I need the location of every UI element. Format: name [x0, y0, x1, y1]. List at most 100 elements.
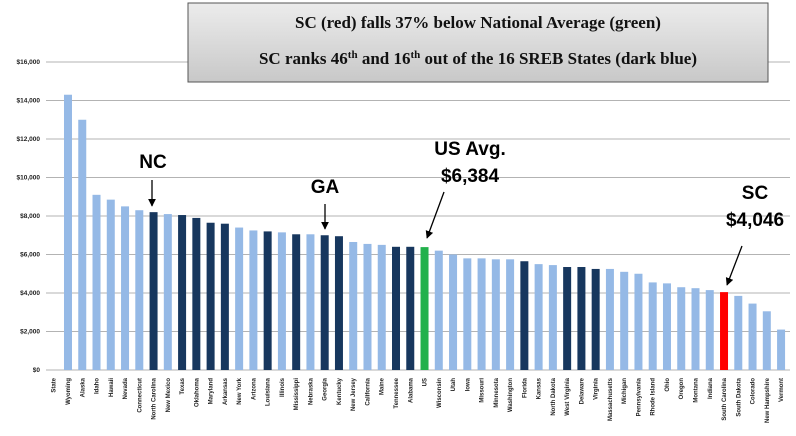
y-tick-label: $2,000: [20, 329, 40, 336]
x-tick-label: Washington: [508, 378, 514, 412]
x-tick-label: New York: [237, 377, 243, 404]
x-tick-label: New Hampshire: [765, 377, 771, 423]
y-tick-label: $4,000: [20, 290, 40, 297]
bar: [92, 194, 101, 370]
x-tick-label: Indiana: [708, 377, 714, 399]
x-tick-label: Wyoming: [66, 378, 72, 405]
bar: [634, 273, 643, 370]
x-tick-label: Texas: [180, 377, 186, 394]
bar: [63, 94, 72, 370]
annotation: GA: [311, 177, 340, 198]
bar: [762, 311, 771, 370]
bar: [135, 210, 144, 370]
x-tick-label: Utah: [451, 378, 457, 392]
x-tick-label: Iowa: [465, 377, 471, 391]
bar: [178, 215, 187, 370]
bar: [677, 287, 686, 370]
bar: [548, 265, 557, 370]
bar: [591, 268, 600, 370]
bar: [363, 243, 372, 370]
bar: [420, 247, 429, 370]
x-tick-label: North Carolina: [152, 377, 158, 419]
title-part: SC ranks 46: [259, 49, 348, 68]
y-tick-label: $14,000: [17, 98, 41, 105]
x-tick-label: Maine: [380, 377, 386, 395]
x-tick-label: South Dakota: [736, 377, 742, 416]
annotation: US Avg.: [434, 139, 505, 160]
x-tick-label: Connecticut: [137, 378, 143, 413]
x-tick-label: Michigan: [622, 378, 628, 404]
bar: [777, 329, 786, 370]
bar: [748, 303, 757, 370]
bar: [306, 234, 315, 370]
x-tick-label: Maryland: [209, 378, 215, 405]
bar: [121, 206, 130, 370]
arrow: [725, 245, 743, 286]
bar: [534, 264, 543, 370]
x-tick-label: Arkansas: [223, 377, 229, 405]
bar: [506, 259, 515, 370]
y-tick-label: $0: [33, 367, 41, 374]
bar: [463, 258, 472, 370]
bar: [662, 283, 671, 370]
x-tick-label: Oregon: [679, 378, 685, 400]
bar: [406, 246, 415, 370]
bar: [491, 259, 500, 370]
x-tick-label: California: [365, 377, 371, 405]
x-tick-label: Georgia: [323, 377, 329, 400]
bar: [720, 292, 729, 370]
bar: [163, 214, 172, 370]
bar: [705, 290, 714, 370]
chart-subtitle: SC ranks 46th and 16th out of the 16 SRE…: [259, 49, 697, 68]
arrow: [425, 191, 445, 239]
bar: [434, 250, 443, 370]
bar: [277, 232, 286, 370]
x-tick-label: North Dakota: [551, 377, 557, 415]
bar: [220, 223, 229, 370]
bar: [149, 212, 158, 370]
x-tick-label: Nebraska: [308, 377, 314, 405]
bar: [192, 217, 201, 370]
bar: [477, 258, 486, 370]
grid: $0 $2,000 $4,000 $6,000 $8,000 $10,000 $12,000…: [17, 59, 790, 374]
x-tick-label: US: [423, 378, 429, 386]
title-box: [187, 2, 769, 83]
bar: [577, 267, 586, 370]
bar: [377, 244, 386, 370]
annotation: $6,384: [441, 166, 500, 187]
x-tick-label: Nevada: [123, 377, 129, 399]
y-tick-label: $16,000: [17, 59, 41, 66]
x-tick-label: Mississippi: [294, 378, 300, 411]
y-tick-label: $8,000: [20, 213, 40, 220]
bar: [235, 227, 244, 370]
bar: [263, 231, 272, 370]
bar: [78, 119, 87, 370]
bar: [392, 246, 401, 370]
x-tick-label: Vermont: [779, 378, 785, 402]
x-tick-label: State: [52, 377, 58, 392]
x-tick-label: Montana: [694, 377, 700, 402]
x-tick-label: Tennessee: [394, 377, 400, 408]
bar: [206, 222, 215, 370]
bar: [648, 282, 657, 370]
bar: [349, 241, 358, 370]
y-tick-label: $10,000: [17, 175, 41, 182]
x-tick-label: New Jersey: [351, 377, 357, 411]
x-tick-label: Hawaii: [109, 378, 115, 397]
y-tick-label: $6,000: [20, 252, 40, 259]
x-tick-label: Missouri: [480, 378, 486, 403]
title-sup: th: [410, 49, 420, 61]
x-tick-label: Louisiana: [266, 377, 272, 406]
x-tick-label: New Mexico: [166, 378, 172, 413]
x-tick-label: Ohio: [665, 378, 671, 392]
bar: [249, 230, 258, 370]
title-part: out of the 16 SREB States (dark blue): [420, 49, 697, 68]
x-tick-label: Alaska: [80, 377, 86, 397]
x-tick-label: Arizona: [251, 377, 257, 400]
x-tick-label: Delaware: [579, 377, 585, 404]
x-tick-label: Florida: [522, 377, 528, 398]
bar: [292, 234, 301, 370]
x-tick-label: Virginia: [594, 377, 600, 400]
bar: [691, 288, 700, 370]
x-tick-label: Colorado: [751, 378, 757, 405]
